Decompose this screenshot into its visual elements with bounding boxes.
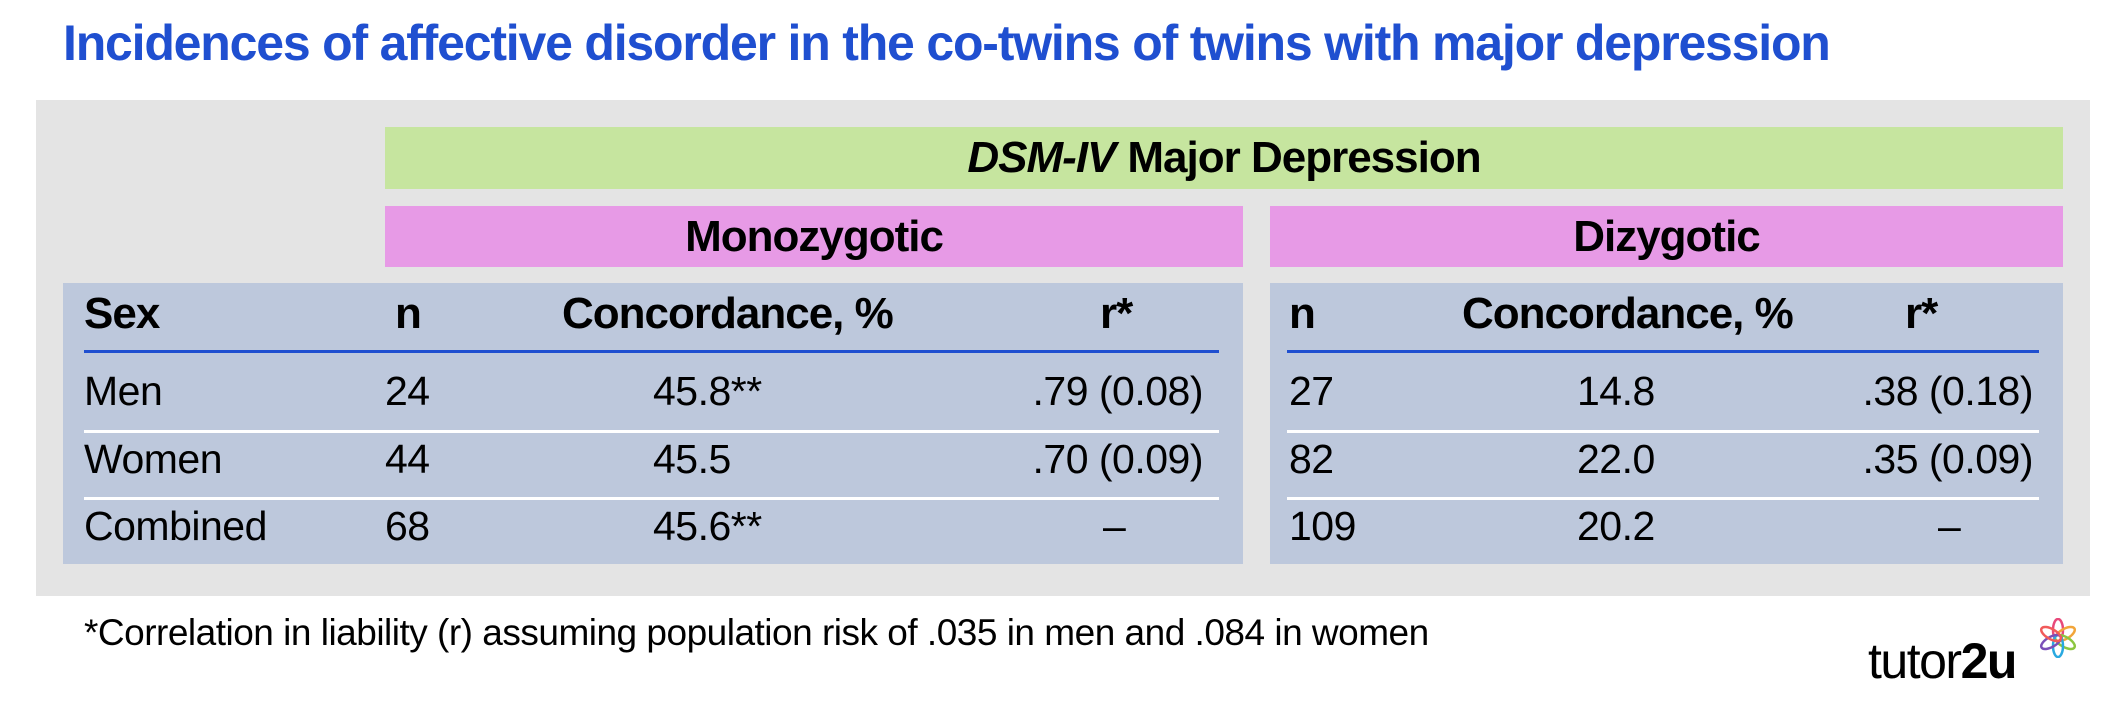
row-n: 82	[1289, 436, 1334, 482]
column-header-r: r*	[1100, 289, 1133, 338]
footnote: *Correlation in liability (r) assuming p…	[84, 612, 1429, 653]
column-header-r: r*	[1905, 289, 1938, 338]
column-header-concordance: Concordance, %	[1462, 289, 1794, 338]
row-r: –	[1938, 503, 1961, 549]
row-concordance: 45.5	[653, 436, 731, 482]
flower-icon	[2039, 618, 2077, 658]
row-concordance: 45.8**	[653, 368, 762, 414]
monozygotic-header: Monozygotic	[385, 206, 1243, 267]
row-n: 109	[1289, 503, 1356, 549]
header-rule	[84, 350, 1219, 353]
logo-text-tutor: tutor	[1868, 633, 1962, 689]
row-concordance: 20.2	[1577, 503, 1655, 549]
column-header-n: n	[395, 289, 422, 338]
row-concordance: 14.8	[1577, 368, 1655, 414]
header-rule	[1287, 350, 2039, 353]
row-r: .79 (0.08)	[1032, 368, 1204, 414]
column-header-n: n	[1289, 289, 1316, 338]
row-concordance: 22.0	[1577, 436, 1655, 482]
logo-text-2u: 2u	[1960, 633, 2018, 689]
row-r: –	[1103, 503, 1126, 549]
row-sex: Combined	[84, 503, 267, 549]
tutor2u-logo: tutor2u	[1868, 632, 2018, 690]
row-n: 68	[385, 503, 430, 549]
row-divider	[1287, 497, 2039, 500]
row-sex: Men	[84, 368, 163, 414]
row-divider	[1287, 430, 2039, 433]
diagnosis-italic: DSM-IV	[967, 133, 1116, 182]
diagnosis-header: DSM-IV Major Depression	[385, 127, 2063, 189]
dizygotic-header: Dizygotic	[1270, 206, 2063, 267]
row-n: 44	[385, 436, 430, 482]
row-concordance: 45.6**	[653, 503, 762, 549]
row-divider	[84, 497, 1219, 500]
row-divider	[84, 430, 1219, 433]
dizygotic-table: n Concordance, % r* 27 14.8 .38 (0.18) 8…	[1270, 283, 2063, 564]
row-n: 27	[1289, 368, 1334, 414]
column-header-sex: Sex	[84, 289, 160, 338]
row-n: 24	[385, 368, 430, 414]
row-r: .38 (0.18)	[1862, 368, 2034, 414]
column-header-concordance: Concordance, %	[562, 289, 894, 338]
page-title: Incidences of affective disorder in the …	[63, 15, 1831, 71]
diagnosis-label: Major Depression	[1127, 133, 1481, 182]
row-r: .35 (0.09)	[1862, 436, 2034, 482]
monozygotic-table: Sex n Concordance, % r* Men 24 45.8** .7…	[63, 283, 1243, 564]
row-r: .70 (0.09)	[1032, 436, 1204, 482]
row-sex: Women	[84, 436, 223, 482]
